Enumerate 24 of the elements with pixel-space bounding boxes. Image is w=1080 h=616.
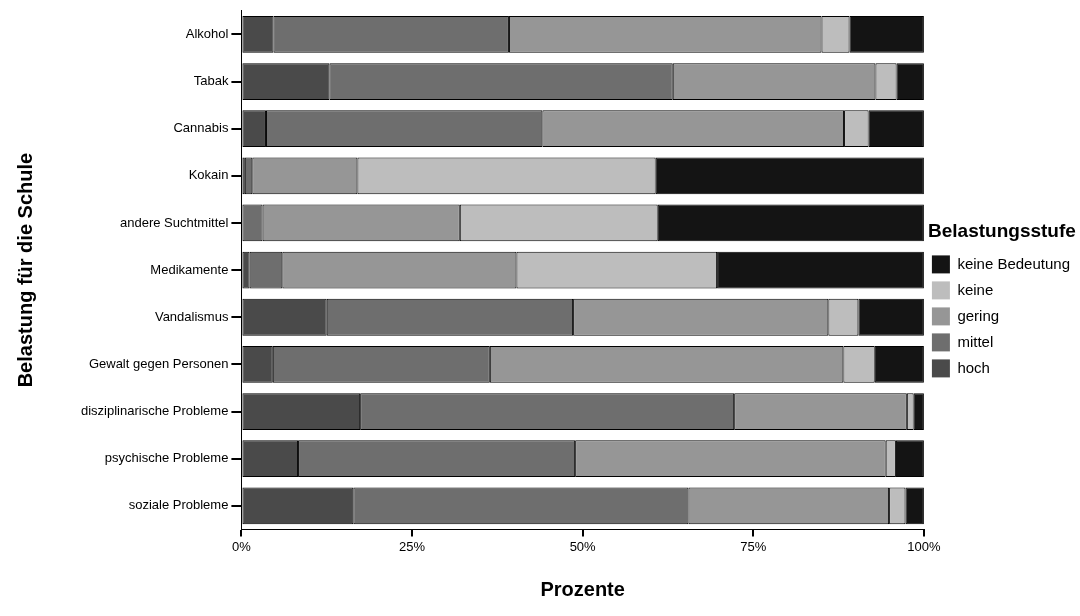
x-tick-label: 50% — [569, 538, 597, 554]
y-tick-label: andere Suchtmittel — [119, 214, 229, 230]
x-axis-title: Prozente — [540, 577, 625, 600]
y-tick-label: Gewalt gegen Personen — [88, 355, 229, 371]
y-tick-label: Tabak — [193, 73, 229, 89]
y-tick-label: Kokain — [188, 167, 229, 183]
x-tick-label: 100% — [907, 538, 941, 554]
y-tick-label: Cannabis — [173, 120, 229, 136]
legend-label: hoch — [957, 358, 990, 376]
y-tick-label: psychische Probleme — [104, 450, 229, 466]
legend-label: mittel — [957, 332, 994, 350]
y-tick-label: Alkohol — [185, 25, 229, 41]
y-tick-label: disziplinarische Probleme — [80, 403, 229, 419]
legend-label: keine — [957, 280, 994, 298]
y-tick-label: soziale Probleme — [128, 497, 229, 513]
x-tick-label: 0% — [232, 538, 252, 554]
legend-label: keine Bedeutung — [957, 254, 1071, 272]
y-axis-title: Belastung für die Schule — [13, 152, 36, 388]
x-tick-label: 75% — [740, 538, 767, 554]
y-tick-label: Vandalismus — [154, 308, 229, 324]
y-tick-label: Medikamente — [150, 261, 229, 277]
legend-title: Belastungsstufe — [928, 220, 1076, 242]
x-tick-label: 25% — [399, 538, 426, 554]
legend-label: gering — [957, 306, 1000, 324]
